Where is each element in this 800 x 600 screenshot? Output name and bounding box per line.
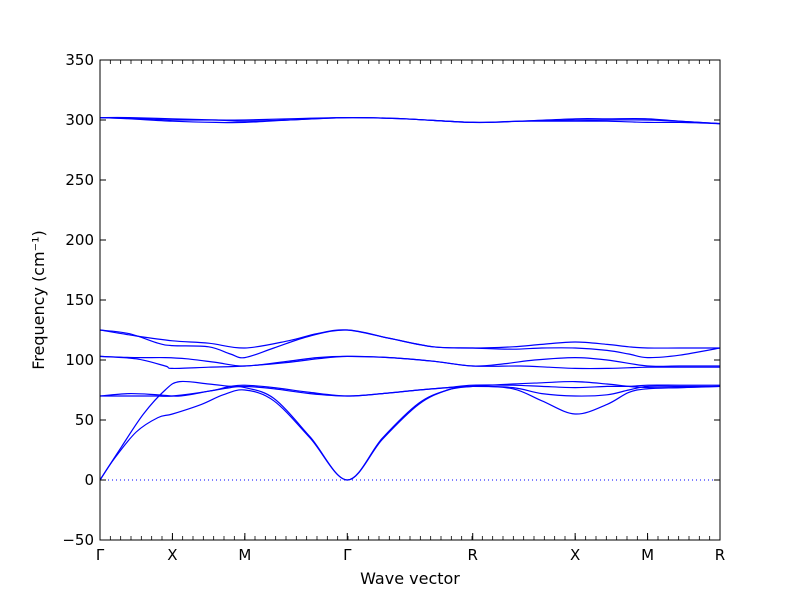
x-tick-label: X [167, 546, 177, 564]
series-line-5 [100, 355, 720, 370]
x-tick-label: M [238, 546, 251, 564]
x-tick-label: Γ [96, 546, 105, 564]
axes-layer [99, 59, 721, 541]
series-line-7 [100, 329, 720, 359]
series-line-2 [100, 380, 720, 481]
series-line-11 [100, 117, 720, 125]
series-line-1 [100, 385, 720, 481]
plot-frame [99, 59, 721, 541]
series-line-6 [100, 355, 720, 368]
series-line-8 [100, 329, 720, 349]
x-tick-label: R [468, 546, 478, 564]
series-line-4 [100, 384, 720, 397]
y-tick-label: 0 [84, 471, 94, 489]
x-axis-label: Wave vector [360, 569, 460, 588]
y-tick-label: 50 [75, 411, 94, 429]
text-layer: −50 0 50 100 150 200 250 300 350 Γ X M Γ R X M R Wave vec… [29, 51, 725, 588]
x-tick-label: X [570, 546, 580, 564]
x-tick-label: Γ [343, 546, 352, 564]
y-tick-label: 100 [65, 351, 94, 369]
y-tick-label: 350 [65, 51, 94, 69]
x-tick-label: R [715, 546, 725, 564]
y-axis-label: Frequency (cm⁻¹) [29, 230, 48, 369]
y-tick-label: 200 [65, 231, 94, 249]
y-tick-label: 150 [65, 291, 94, 309]
y-tick-label: −50 [62, 531, 94, 549]
y-tick-label: 250 [65, 171, 94, 189]
y-tick-label: 300 [65, 111, 94, 129]
series-layer [100, 116, 720, 481]
x-tick-label: M [641, 546, 654, 564]
